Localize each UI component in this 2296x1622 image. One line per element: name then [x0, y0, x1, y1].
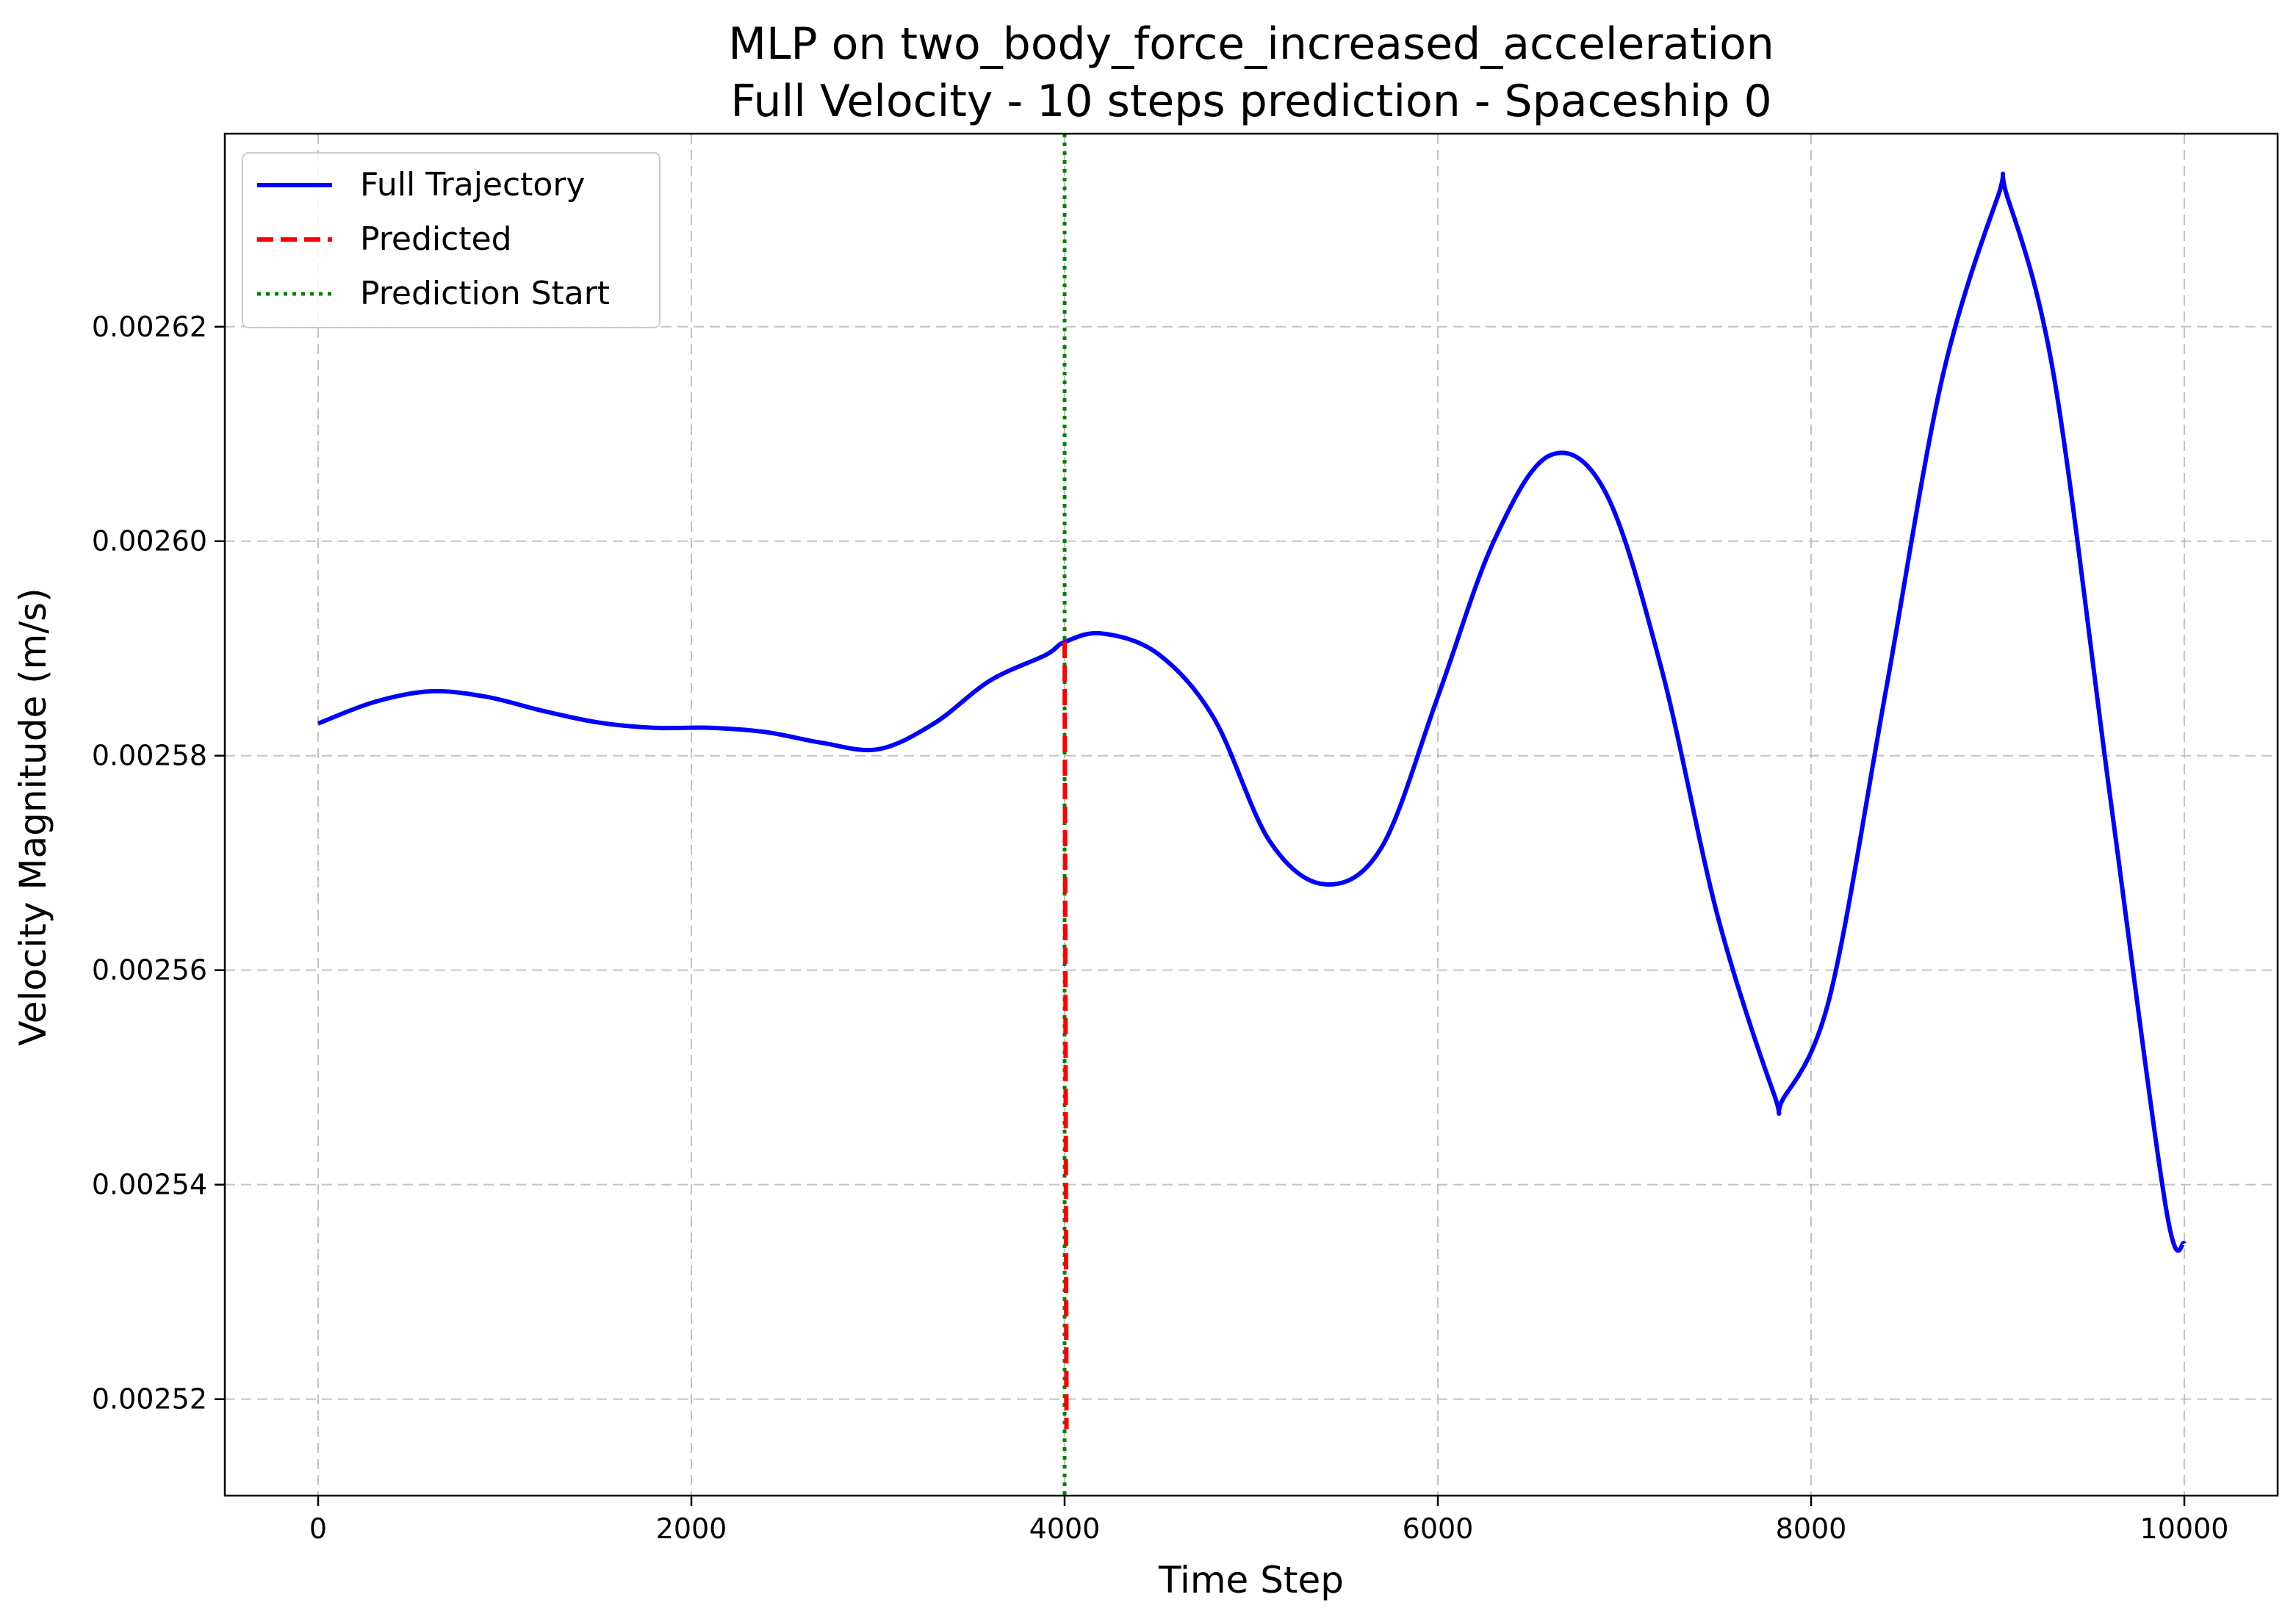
x-tick-label: 8000 — [1776, 1513, 1847, 1545]
y-tick-label: 0.00254 — [92, 1169, 207, 1201]
plot-lines — [317, 134, 2187, 1496]
x-tick-label: 2000 — [656, 1513, 727, 1545]
series-line-predicted — [1062, 641, 1069, 1430]
x-axis-ticks: 0 2000 4000 6000 8000 10000 — [309, 1496, 2229, 1545]
y-axis-ticks: 0.00252 0.00254 0.00256 0.00258 0.00260 0.002… — [92, 311, 225, 1416]
x-tick-label: 0 — [309, 1513, 327, 1545]
y-axis-label: Velocity Magnitude (m/s) — [12, 588, 54, 1045]
x-axis-label: Time Step — [1158, 1559, 1344, 1601]
x-tick-label: 6000 — [1403, 1513, 1474, 1545]
legend-label-predicted: Predicted — [360, 220, 512, 258]
legend-label-prediction-start: Prediction Start — [360, 275, 610, 312]
y-tick-label: 0.00256 — [92, 954, 207, 987]
plot-frame — [223, 132, 2279, 1497]
legend-box — [242, 152, 661, 328]
legend: Full Trajectory Predicted Prediction Sta… — [242, 152, 661, 328]
y-tick-label: 0.00258 — [92, 740, 207, 772]
chart-subtitle: Full Velocity - 10 steps prediction - Sp… — [730, 76, 1771, 127]
x-tick-label: 10000 — [2140, 1513, 2229, 1545]
y-tick-label: 0.00262 — [92, 311, 207, 343]
chart-title: MLP on two_body_force_increased_accelera… — [728, 18, 1774, 70]
legend-label-full-trajectory: Full Trajectory — [360, 166, 585, 203]
x-tick-label: 4000 — [1029, 1513, 1101, 1545]
y-tick-label: 0.00252 — [92, 1383, 207, 1416]
series-line-full-trajectory — [317, 171, 2187, 1253]
y-tick-label: 0.00260 — [92, 525, 207, 558]
